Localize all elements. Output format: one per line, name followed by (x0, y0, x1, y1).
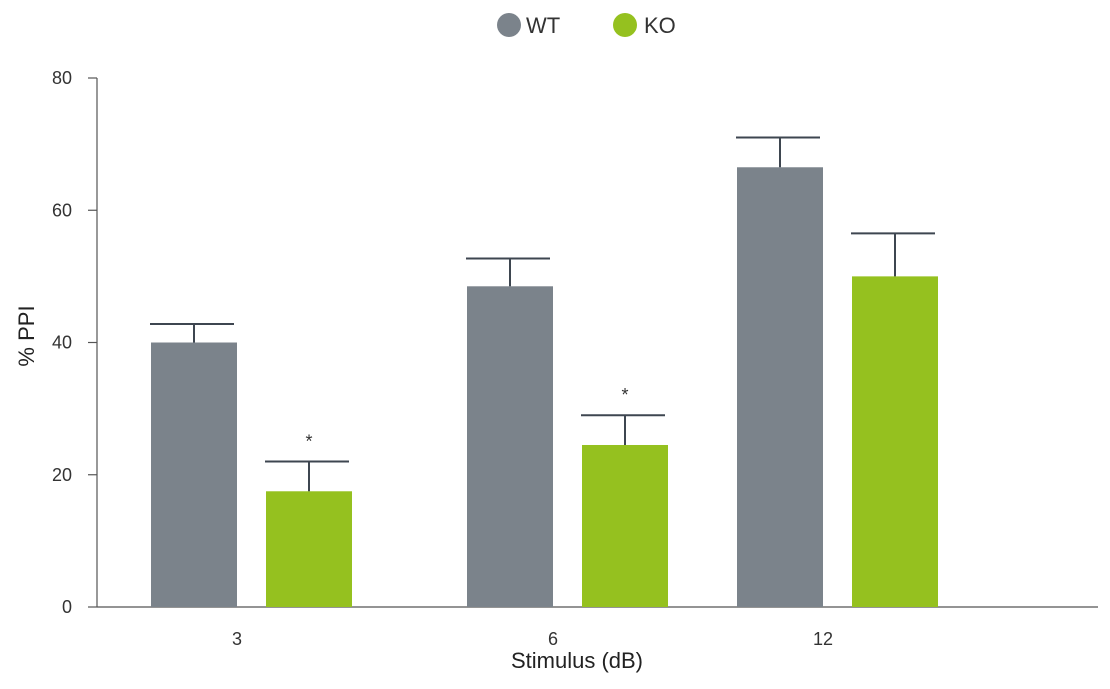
significance-marker-ko-3: * (305, 432, 312, 452)
legend: WT KO (497, 13, 676, 38)
bar-wt-6 (467, 286, 553, 607)
legend-label-ko: KO (644, 13, 676, 38)
legend-swatch-ko (613, 13, 637, 37)
bars (151, 167, 938, 608)
legend-swatch-wt (497, 13, 521, 37)
y-tick-label-4: 80 (52, 68, 72, 88)
x-axis: 3 6 12 (97, 606, 1098, 649)
significance-marker-ko-6: * (621, 385, 628, 405)
bar-wt-3 (151, 342, 237, 607)
y-tick-label-2: 40 (52, 333, 72, 353)
y-tick-label-0: 0 (62, 597, 72, 617)
bar-wt-12 (737, 167, 823, 608)
legend-item-ko: KO (613, 13, 676, 38)
y-tick-label-1: 20 (52, 465, 72, 485)
x-tick-label-0: 3 (232, 629, 242, 649)
x-tick-label-2: 12 (813, 629, 833, 649)
y-axis: 0 20 40 60 80 (52, 68, 98, 617)
legend-item-wt: WT (497, 13, 560, 38)
legend-label-wt: WT (526, 13, 560, 38)
bar-ko-3 (266, 491, 352, 607)
x-axis-title: Stimulus (dB) (511, 648, 643, 673)
x-tick-label-1: 6 (548, 629, 558, 649)
y-tick-label-3: 60 (52, 200, 72, 220)
bar-ko-12 (852, 276, 938, 607)
error-bars (150, 136, 935, 492)
bar-ko-6 (582, 444, 668, 607)
y-axis-title: % PPI (14, 305, 39, 366)
annotations: ** (305, 385, 628, 451)
